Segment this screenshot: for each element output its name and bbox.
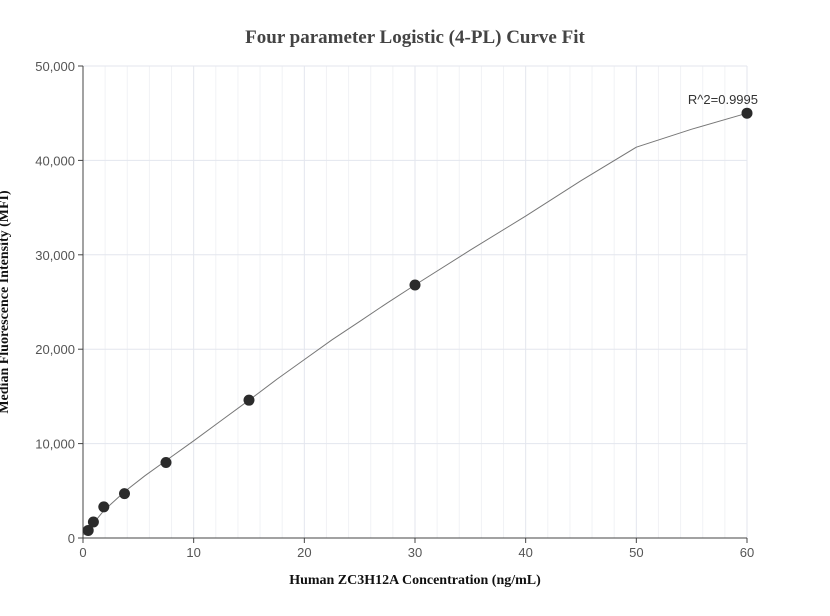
data-point[interactable]	[409, 279, 421, 291]
x-tick-label: 20	[297, 545, 311, 560]
data-point[interactable]	[98, 501, 110, 513]
data-point[interactable]	[741, 107, 753, 119]
y-tick-label: 30,000	[35, 248, 75, 263]
fit-curve-line	[82, 112, 748, 536]
y-axis-title: Median Fluorescence Intensity (MFI)	[0, 190, 12, 414]
r-squared-annotation: R^2=0.9995	[688, 92, 758, 107]
data-point[interactable]	[243, 394, 255, 406]
y-tick-label: 20,000	[35, 342, 75, 357]
x-tick-label: 0	[79, 545, 86, 560]
data-point[interactable]	[160, 456, 172, 468]
x-tick-label: 30	[408, 545, 422, 560]
y-tick-label: 0	[68, 531, 75, 546]
y-tick-label: 40,000	[35, 153, 75, 168]
y-tick-label: 10,000	[35, 437, 75, 452]
data-point[interactable]	[82, 524, 94, 536]
x-tick-label: 40	[518, 545, 532, 560]
x-tick-label: 60	[740, 545, 754, 560]
x-tick-label: 50	[629, 545, 643, 560]
data-point[interactable]	[119, 488, 130, 500]
chart-title: Four parameter Logistic (4-PL) Curve Fit	[245, 27, 585, 48]
y-tick-label: 50,000	[35, 59, 75, 74]
plot-area: 0 10 20 30 40 50 60 0 10,000 20,000 30,000 40,000 50…	[35, 59, 758, 560]
x-axis-title: Human ZC3H12A Concentration (ng/mL)	[289, 573, 541, 588]
x-tick-label: 10	[186, 545, 200, 560]
data-point[interactable]	[87, 516, 99, 528]
